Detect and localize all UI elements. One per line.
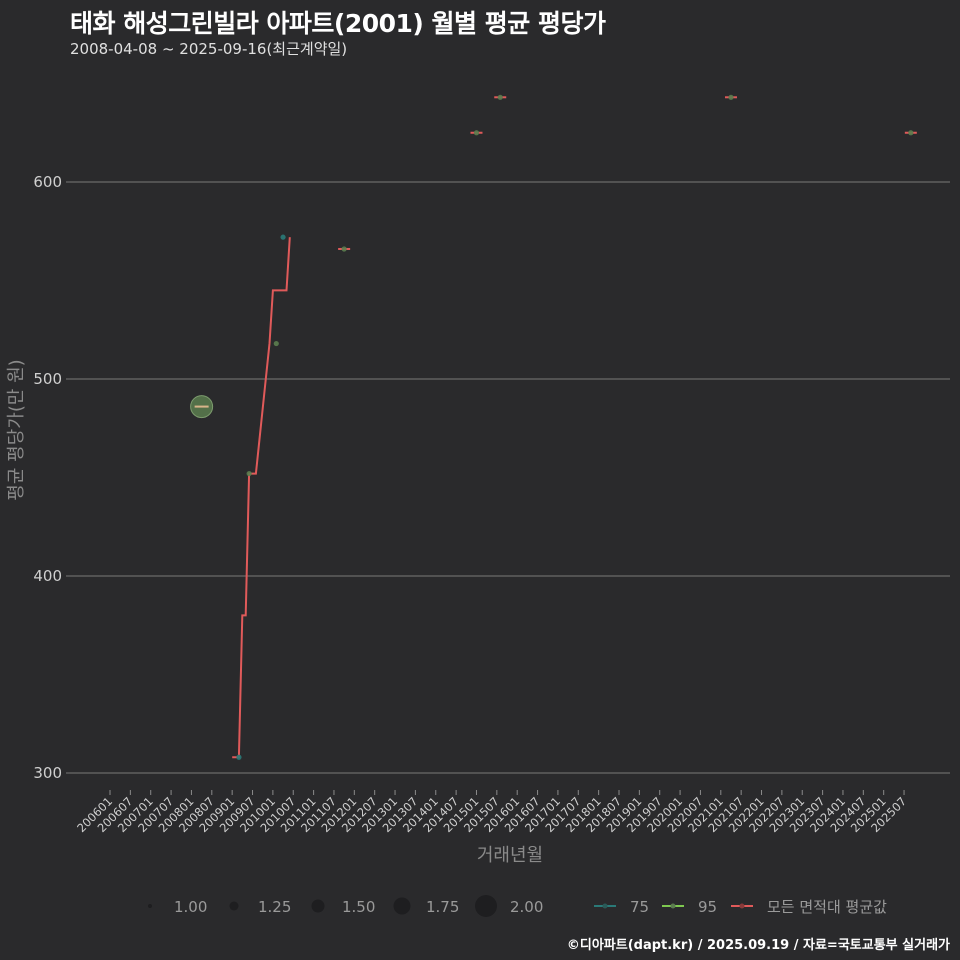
size-legend-key	[393, 897, 411, 915]
y-axis-title: 평균 평당가(만 원)	[6, 359, 27, 500]
size-legend-key	[311, 899, 325, 913]
source-caption: ©디아파트(dapt.kr) / 2025.09.19 / 자료=국토교통부 실…	[566, 938, 950, 953]
chart-title: 태화 해성그린빌라 아파트(2001) 월별 평균 평당가	[70, 9, 606, 38]
y-tick-label: 400	[33, 567, 62, 585]
point-75	[280, 234, 286, 240]
size-legend-key	[229, 901, 239, 911]
y-tick-label: 300	[33, 764, 62, 782]
color-legend-dot	[739, 903, 745, 909]
y-gridlines	[70, 181, 950, 774]
size-legend-label: 1.75	[426, 898, 459, 916]
color-legend-dot	[602, 903, 608, 909]
color-legend-label: 75	[630, 898, 649, 916]
point-95	[341, 246, 347, 252]
point-95	[473, 130, 480, 136]
point-95	[497, 94, 503, 100]
point-95	[246, 470, 252, 477]
average-line	[232, 237, 291, 759]
x-axis: 2006012006072007012007072008012008072009…	[74, 790, 909, 835]
size-legend: 1.00 1.25 1.50 1.75 2.00	[148, 895, 543, 917]
x-axis-title: 거래년월	[477, 845, 543, 866]
point-95	[728, 94, 734, 100]
size-legend-label: 1.50	[342, 898, 375, 916]
color-legend-dot	[670, 903, 676, 909]
color-legend: 75 95 모든 면적대 평균값	[594, 898, 887, 916]
size-legend-key	[475, 895, 497, 917]
data-points	[190, 94, 914, 760]
average-line-series	[195, 96, 917, 759]
point-75	[236, 754, 242, 760]
color-legend-label: 95	[698, 898, 717, 916]
y-tick-label: 500	[33, 370, 62, 388]
point-95	[908, 130, 914, 136]
color-legend-label: 모든 면적대 평균값	[767, 898, 887, 916]
size-legend-label: 1.25	[258, 898, 291, 916]
size-legend-key	[148, 904, 152, 908]
y-tick-label: 600	[33, 173, 62, 191]
point-95	[273, 340, 279, 347]
y-axis: 300 400 500 600	[33, 173, 70, 782]
size-legend-label: 2.00	[510, 898, 543, 916]
chart-subtitle: 2008-04-08 ~ 2025-09-16(최근계약일)	[70, 40, 348, 58]
size-legend-label: 1.00	[174, 898, 207, 916]
